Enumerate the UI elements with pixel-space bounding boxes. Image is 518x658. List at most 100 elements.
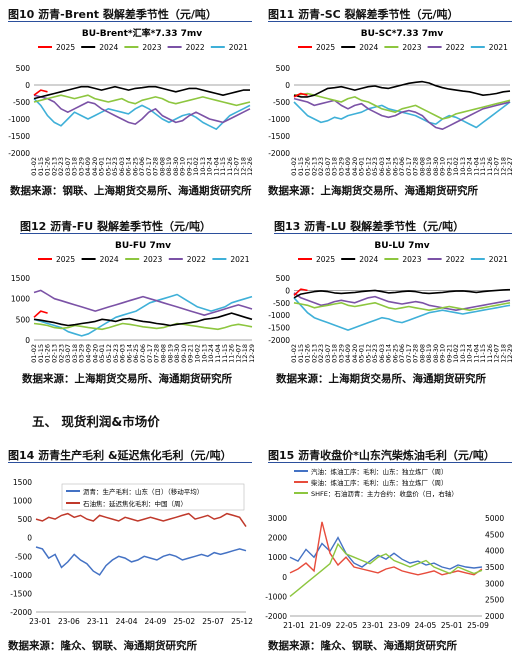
x-tick-label: 03-07	[64, 157, 72, 176]
x-tick-label: 09-10	[180, 344, 188, 363]
figure-11-source: 数据来源：上海期货交易所、海通期货研究所	[268, 185, 478, 197]
x-tick-label: 02-13	[50, 157, 58, 176]
x-tick-label: 23-01	[29, 617, 51, 626]
legend-label-2024: 2024	[99, 43, 118, 52]
x-tick-label: 05-01	[98, 344, 106, 363]
y-tick-label: -1500	[268, 132, 290, 141]
x-tick-label: 11-15	[479, 157, 487, 176]
x-tick-label: 01-26	[44, 344, 52, 363]
x-tick-label: 08-19	[425, 157, 433, 176]
x-tick-label: 10-02	[192, 157, 200, 176]
x-tick-label: 02-13	[310, 157, 318, 176]
x-tick-label: 04-20	[351, 157, 359, 176]
x-tick-label: 01-02	[30, 157, 38, 176]
x-tick-label: 04-20	[91, 344, 99, 363]
legend-label-2023: 2023	[142, 43, 161, 52]
x-tick-label: 03-29	[337, 344, 345, 363]
x-tick-label: 25-09	[467, 621, 489, 630]
y-right-tick-label: 4000	[485, 547, 504, 556]
x-tick-label: 06-03	[378, 157, 386, 176]
figure-10-title-rule	[8, 21, 252, 22]
y-tick-label: -1500	[8, 132, 30, 141]
x-tick-label: 06-14	[125, 157, 133, 176]
x-tick-label: 12-18	[499, 157, 507, 176]
x-tick-label: 07-06	[138, 157, 146, 176]
y-left-tick-label: 2000	[268, 534, 287, 543]
figure-14-source: 数据来源：隆众、钢联、海通期货研究所	[8, 640, 197, 652]
chart-bu-lu: BU-LU 7mv 2025 2024 2023 2022 2021 500 0 -500 -10…	[268, 241, 514, 363]
x-tick-label: 01-15	[297, 157, 305, 176]
x-tick-label: 06-25	[391, 157, 399, 176]
x-tick-label: 03-18	[71, 344, 79, 363]
x-tick-label: 11-04	[214, 344, 222, 363]
x-tick-label: 05-23	[111, 157, 119, 176]
x-tick-label: 03-07	[324, 344, 332, 363]
legend-label-2021: 2021	[489, 255, 508, 264]
x-tick-label: 04-09	[84, 157, 92, 176]
x-tick-label: 06-03	[378, 344, 386, 363]
series-line-2025	[293, 288, 308, 296]
x-tick-label: 09-10	[439, 157, 447, 176]
x-tick-label: 02-23	[57, 344, 65, 363]
x-tick-label: 04-20	[351, 344, 359, 363]
x-tick-label: 23-11	[87, 617, 109, 626]
legend-label-2024: 2024	[359, 43, 378, 52]
series-line-2025	[293, 92, 308, 98]
y-tick-label: -2000	[8, 149, 30, 158]
x-tick-label: 06-25	[391, 344, 399, 363]
series-line-2024	[293, 80, 511, 98]
y-tick-label: -1500	[268, 324, 290, 333]
figure-10-title: 图10 沥青-Brent 裂解差季节性（元/吨）	[8, 8, 217, 21]
x-tick-label: 10-13	[200, 344, 208, 363]
x-tick-label: 03-29	[78, 344, 86, 363]
x-tick-label: 08-19	[165, 157, 173, 176]
y-right-tick-label: 3000	[485, 579, 504, 588]
x-tick-label: 02-23	[57, 157, 65, 176]
x-tick-label: 09-10	[179, 157, 187, 176]
y-left-tick-label: 3000	[268, 514, 287, 523]
x-tick-label: 24-09	[145, 617, 167, 626]
y-tick-label: 0	[285, 81, 290, 90]
x-tick-label: 12-18	[239, 157, 247, 176]
x-tick-label: 07-06	[139, 344, 147, 363]
y-tick-label: 0	[25, 81, 30, 90]
x-tick-label: 06-03	[118, 157, 126, 176]
x-tick-label: 25-07	[202, 617, 224, 626]
x-tick-label: 25-01	[441, 621, 463, 630]
x-tick-label: 09-21	[187, 344, 195, 363]
x-tick-label: 08-08	[418, 157, 426, 176]
x-tick-label: 12-18	[499, 344, 507, 363]
series-line-2023	[33, 94, 251, 107]
legend-label-2021: 2021	[489, 43, 508, 52]
legend-label-2025: 2025	[316, 43, 335, 52]
y-tick-label: -500	[273, 299, 290, 308]
y-tick-label: 0	[25, 336, 30, 345]
x-tick-label: 08-08	[159, 344, 167, 363]
figure-13-title-rule	[274, 233, 512, 234]
x-tick-label: 05-01	[98, 157, 106, 176]
series-line-1	[35, 512, 247, 528]
y-tick-label: 0	[285, 286, 290, 295]
x-tick-label: 12-07	[493, 157, 501, 176]
series-line-2021	[293, 101, 511, 129]
x-tick-label: 08-30	[432, 157, 440, 176]
figure-11-title: 图11 沥青-SC 裂解差季节性（元/吨）	[268, 8, 459, 21]
figure-15-source: 数据来源：隆众、钢联、海通期货研究所	[268, 640, 457, 652]
legend-label-2023: 2023	[143, 255, 162, 264]
x-tick-label: 07-28	[152, 157, 160, 176]
x-tick-label: 05-23	[371, 157, 379, 176]
x-tick-label: 03-18	[331, 157, 339, 176]
legend-label-2: SHFE：石油沥青：主力合约：收盘价（日，右轴）	[311, 489, 458, 498]
x-tick-label: 07-17	[146, 344, 154, 363]
y-left-tick-label: 1000	[268, 553, 287, 562]
y-tick-label: -1000	[268, 311, 290, 320]
x-tick-label: 07-06	[398, 157, 406, 176]
series-line-2025	[33, 310, 48, 318]
section-heading: 五、 现货利润&市场价	[32, 414, 160, 429]
x-tick-label: 05-01	[358, 157, 366, 176]
x-tick-label: 12-29	[506, 344, 514, 363]
x-tick-label: 12-07	[493, 344, 501, 363]
x-tick-label: 11-26	[486, 157, 494, 176]
x-tick-label: 01-02	[30, 344, 38, 363]
x-tick-label: 07-17	[405, 344, 413, 363]
